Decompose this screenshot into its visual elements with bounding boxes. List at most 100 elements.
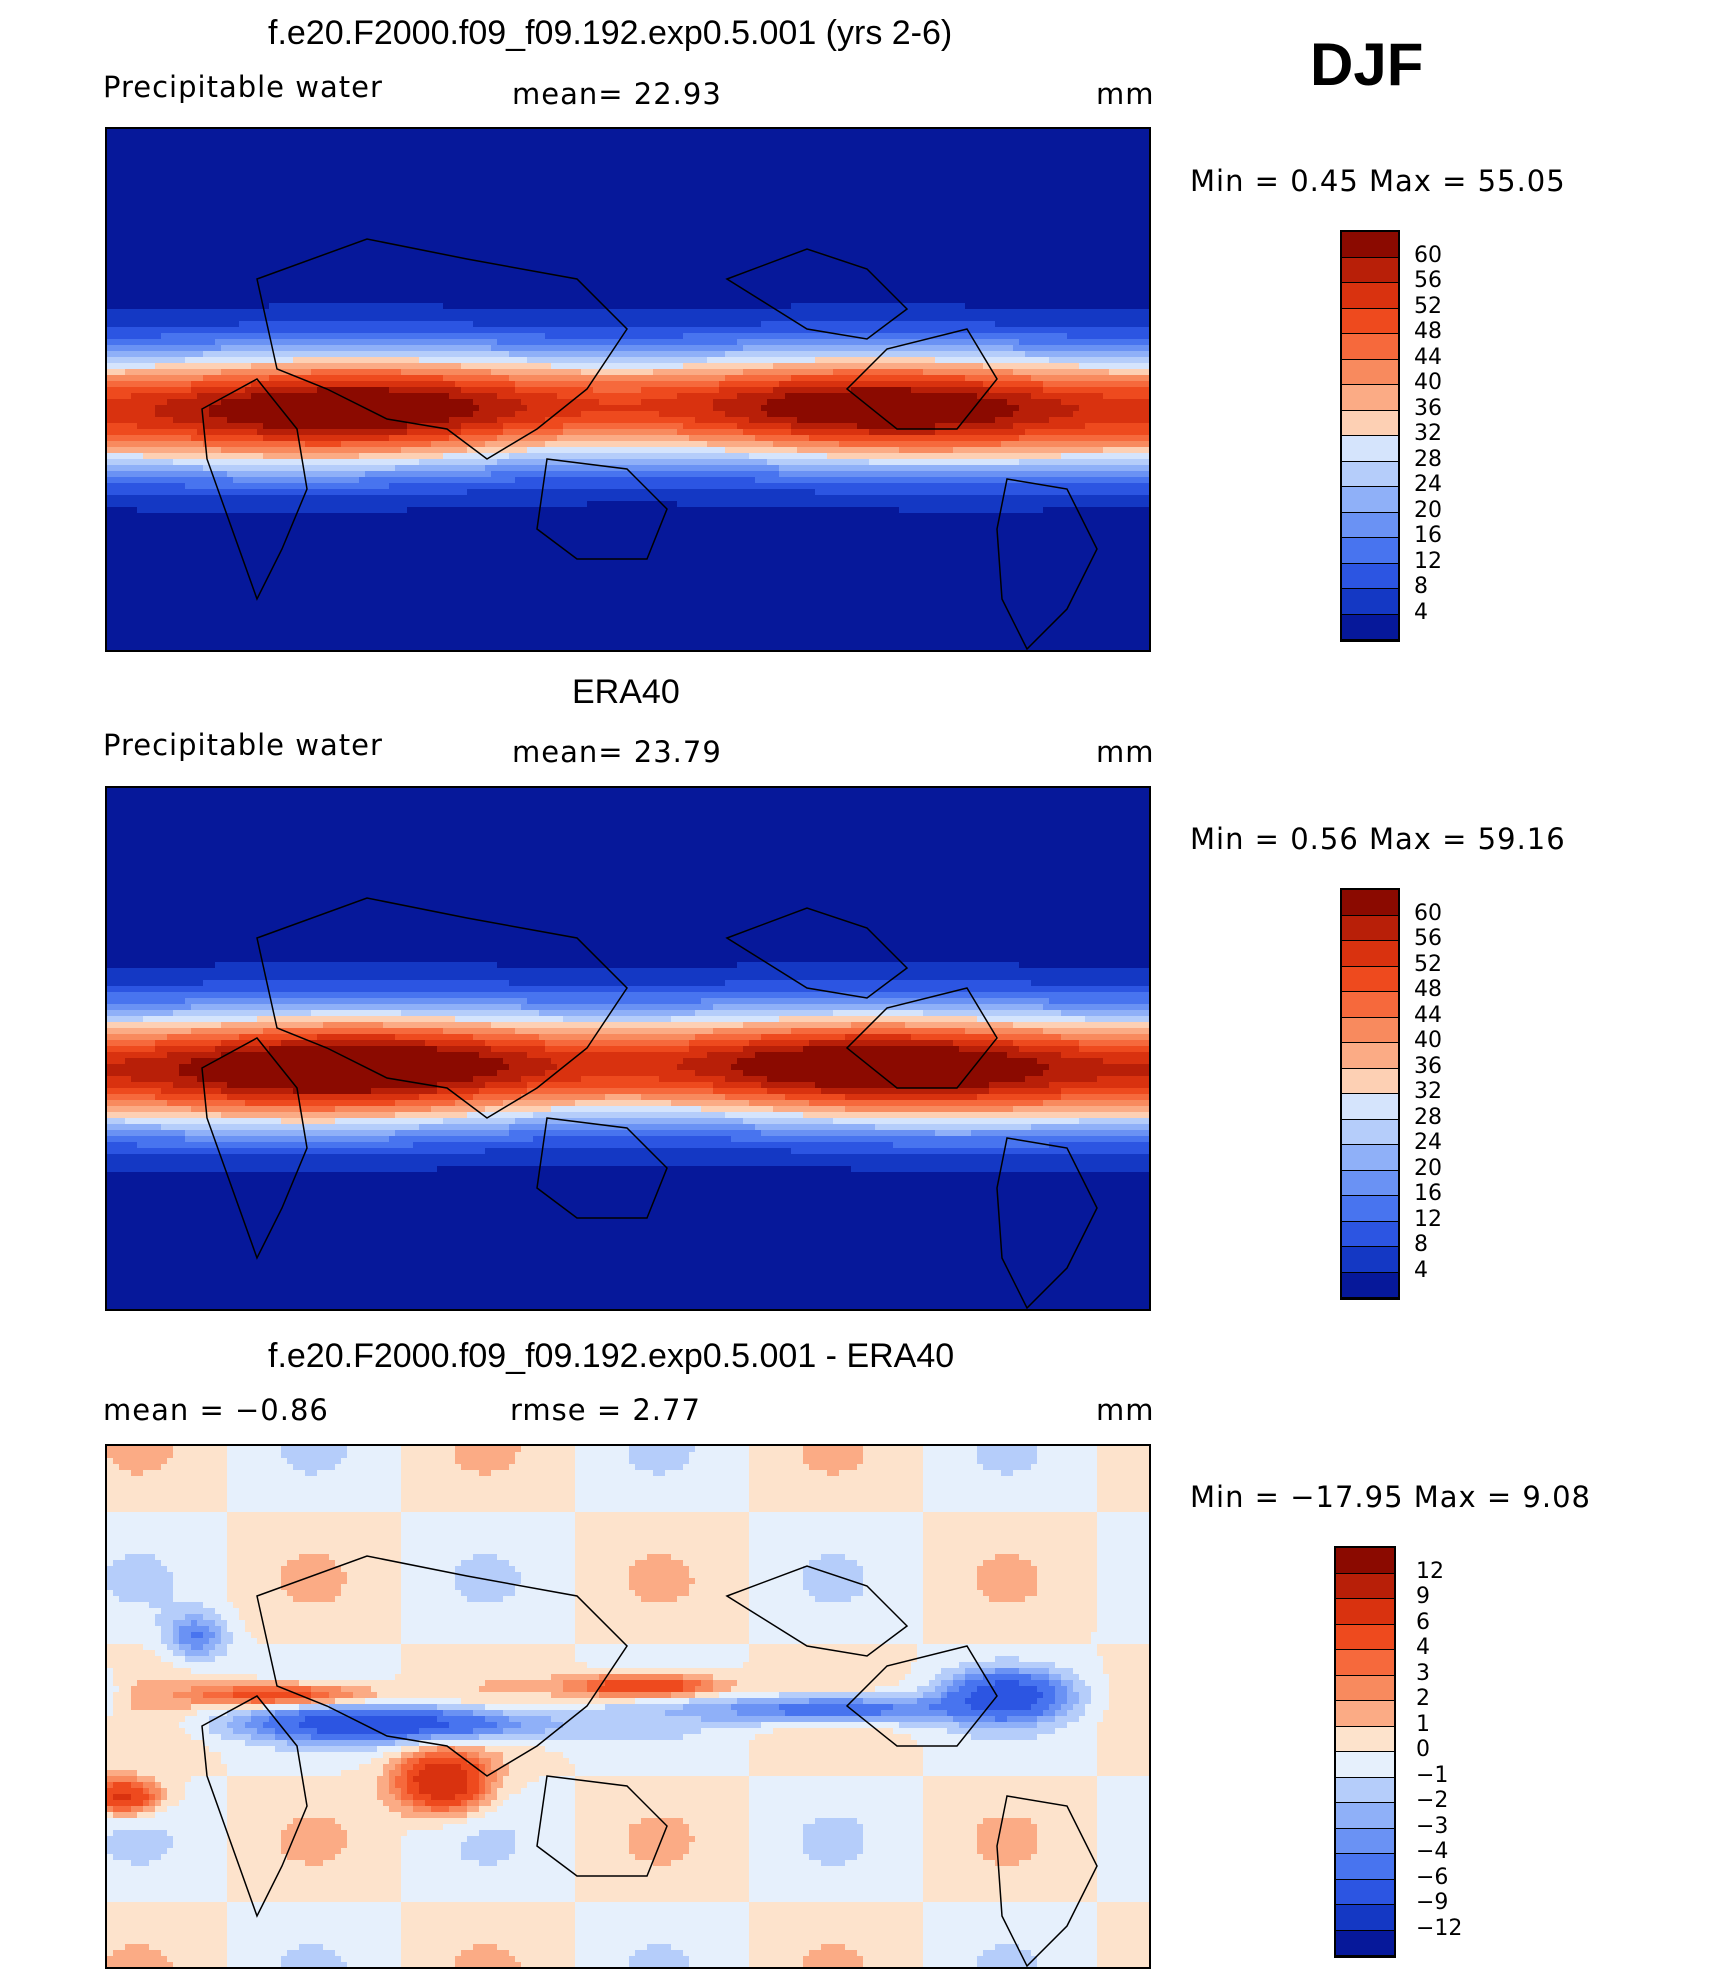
coastline <box>536 1117 668 1219</box>
colorbar-swatch <box>1336 1803 1394 1829</box>
colorbar-level-label: 28 <box>1414 447 1442 472</box>
colorbar-level-label: 12 <box>1414 1207 1442 1232</box>
rmse-label: rmse = 2.77 <box>510 1393 701 1427</box>
colorbar-swatch <box>1342 487 1398 513</box>
colorbar-level-label: 0 <box>1416 1737 1430 1762</box>
colorbar-swatch <box>1342 614 1398 640</box>
colorbar-level-label: 32 <box>1414 1079 1442 1104</box>
colorbar-level-label: −6 <box>1416 1865 1448 1890</box>
colorbar-level-label: 4 <box>1414 600 1428 625</box>
colorbar-level-label: 3 <box>1416 1661 1430 1686</box>
colorbar-level-label: 36 <box>1414 396 1442 421</box>
colorbar-level-label: −12 <box>1416 1916 1462 1941</box>
coastline <box>256 1555 628 1777</box>
colorbar-swatch <box>1342 1068 1398 1094</box>
variable-label: Precipitable water <box>103 728 383 762</box>
min-max-stats: Min = −17.95 Max = 9.08 <box>1190 1480 1591 1514</box>
colorbar-swatch <box>1342 563 1398 589</box>
units-label: mm <box>1096 735 1155 769</box>
colorbar-swatch <box>1342 436 1398 462</box>
min-max-stats: Min = 0.45 Max = 55.05 <box>1190 164 1566 198</box>
coastline <box>256 897 628 1119</box>
colorbar-level-label: 24 <box>1414 472 1442 497</box>
colorbar-level-label: 60 <box>1414 901 1442 926</box>
coastline <box>201 378 308 601</box>
colorbar-level-label: 52 <box>1414 294 1442 319</box>
colorbar-swatch <box>1336 1854 1394 1880</box>
colorbar-level-label: 16 <box>1414 1181 1442 1206</box>
coastline <box>845 328 998 430</box>
panel-title: f.e20.F2000.f09_f09.192.exp0.5.001 (yrs … <box>268 14 952 53</box>
colorbar-swatch <box>1342 589 1398 615</box>
colorbar-swatch <box>1336 1777 1394 1803</box>
colorbar-swatch <box>1336 1930 1394 1956</box>
colorbar-swatch <box>1342 1017 1398 1043</box>
coastline <box>536 1775 668 1877</box>
colorbar-level-label: −9 <box>1416 1890 1448 1915</box>
colorbar-swatch <box>1336 1879 1394 1905</box>
colorbar-swatch <box>1336 1828 1394 1854</box>
colorbar-swatch <box>1342 410 1398 436</box>
units-label: mm <box>1096 1393 1155 1427</box>
coastline <box>996 1137 1098 1309</box>
mean-label: mean = −0.86 <box>103 1393 329 1427</box>
colorbar-level-label: 12 <box>1416 1559 1444 1584</box>
colorbar-level-label: 60 <box>1414 243 1442 268</box>
coastline <box>201 1037 308 1260</box>
colorbar-swatch <box>1342 1247 1398 1273</box>
coastline <box>845 1645 998 1747</box>
colorbar-swatch <box>1342 257 1398 283</box>
colorbar-swatch <box>1342 1119 1398 1145</box>
colorbar-level-label: 44 <box>1414 345 1442 370</box>
colorbar-level-label: 56 <box>1414 268 1442 293</box>
coastline <box>536 458 668 560</box>
colorbar-level-label: 16 <box>1414 523 1442 548</box>
colorbar-level-label: 12 <box>1414 549 1442 574</box>
colorbar-level-label: 8 <box>1414 574 1428 599</box>
mean-label: mean= 22.93 <box>512 77 722 111</box>
colorbar-level-label: 1 <box>1416 1712 1430 1737</box>
colorbar-swatch <box>1336 1726 1394 1752</box>
colorbar-swatch <box>1342 308 1398 334</box>
colorbar-level-label: −3 <box>1416 1814 1448 1839</box>
colorbar-level-label: 40 <box>1414 1028 1442 1053</box>
colorbar-swatch <box>1342 359 1398 385</box>
colorbar-level-label: 2 <box>1416 1686 1430 1711</box>
coastline <box>256 238 628 460</box>
colorbar-level-label: 6 <box>1416 1610 1430 1635</box>
colorbar-level-label: −1 <box>1416 1763 1448 1788</box>
colorbar-level-label: 48 <box>1414 977 1442 1002</box>
colorbar-swatch <box>1342 1043 1398 1069</box>
colorbar-swatch <box>1342 334 1398 360</box>
colorbar-swatch <box>1342 1094 1398 1120</box>
map-plot <box>107 129 1149 650</box>
colorbar-level-label: −4 <box>1416 1839 1448 1864</box>
coastline <box>201 1695 308 1918</box>
colorbar-level-label: 40 <box>1414 370 1442 395</box>
colorbar-level-label: 52 <box>1414 952 1442 977</box>
colorbar-level-label: 36 <box>1414 1054 1442 1079</box>
colorbar-swatch <box>1342 1196 1398 1222</box>
colorbar <box>1340 888 1400 1300</box>
colorbar-level-label: 4 <box>1416 1635 1430 1660</box>
coastline <box>996 1795 1098 1967</box>
difference-map <box>105 1444 1151 1969</box>
colorbar-swatch <box>1342 461 1398 487</box>
colorbar-level-label: 44 <box>1414 1003 1442 1028</box>
colorbar-swatch <box>1342 512 1398 538</box>
colorbar-swatch <box>1342 941 1398 967</box>
colorbar-level-label: 20 <box>1414 498 1442 523</box>
coastline <box>845 987 998 1089</box>
colorbar-swatch <box>1342 385 1398 411</box>
precipitable-water-map <box>105 786 1151 1311</box>
colorbar-swatch <box>1342 1221 1398 1247</box>
map-plot <box>107 1446 1149 1967</box>
colorbar-swatch <box>1342 1170 1398 1196</box>
colorbar-level-label: 32 <box>1414 421 1442 446</box>
colorbar-swatch <box>1342 538 1398 564</box>
map-plot <box>107 788 1149 1309</box>
colorbar-swatch <box>1336 1701 1394 1727</box>
coastline <box>725 907 909 999</box>
colorbar-swatch <box>1342 966 1398 992</box>
colorbar-swatch <box>1336 1752 1394 1778</box>
